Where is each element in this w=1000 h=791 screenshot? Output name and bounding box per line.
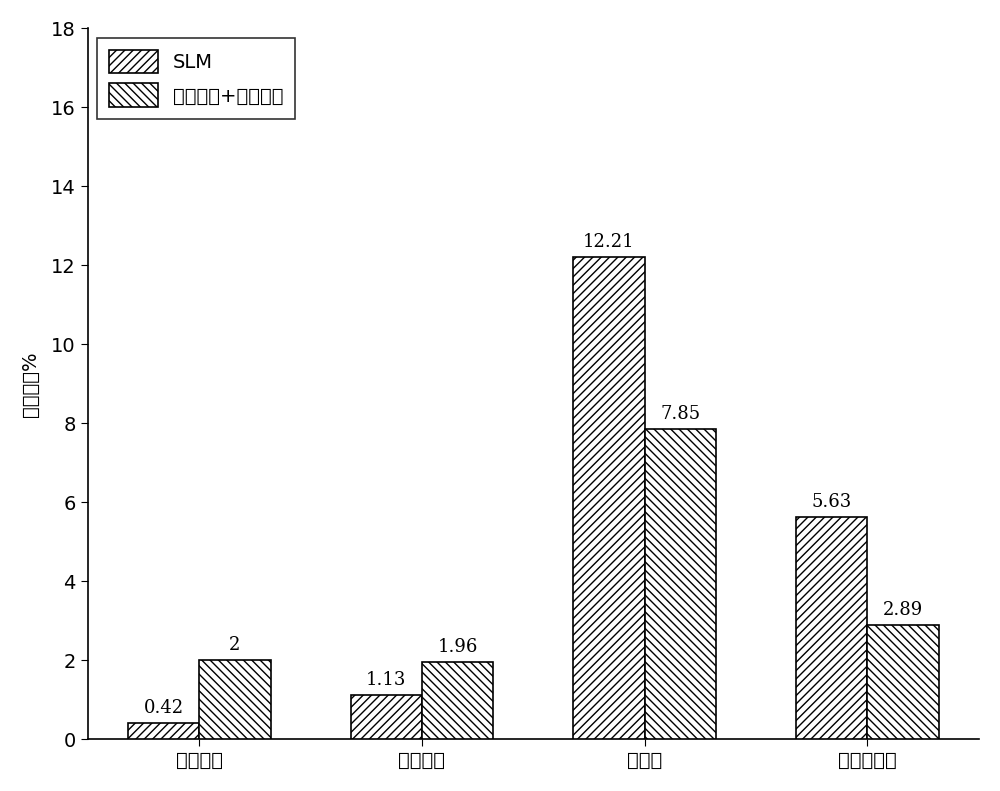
Bar [796, 517, 867, 740]
Text: 0.42: 0.42 [144, 698, 184, 717]
Bar [573, 257, 645, 740]
Text: 1.13: 1.13 [366, 671, 407, 689]
Bar [351, 694, 422, 740]
Bar [128, 723, 199, 740]
Legend: SLM, 循环退火+固溢时效: SLM, 循环退火+固溢时效 [97, 38, 295, 119]
Text: 7.85: 7.85 [660, 405, 700, 423]
Bar [199, 660, 271, 740]
Text: 2: 2 [229, 637, 241, 654]
Text: 5.63: 5.63 [812, 493, 852, 511]
Y-axis label: 各向异性%: 各向异性% [21, 351, 40, 417]
Text: 12.21: 12.21 [583, 233, 635, 251]
Bar [867, 625, 939, 740]
Text: 1.96: 1.96 [437, 638, 478, 656]
Bar [422, 662, 493, 740]
Bar [645, 430, 716, 740]
Text: 2.89: 2.89 [883, 601, 923, 619]
